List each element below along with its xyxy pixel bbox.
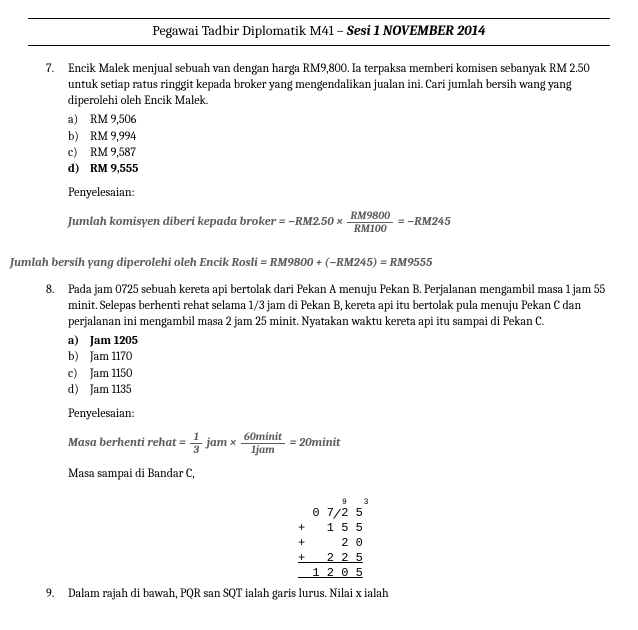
frac-top: 1 xyxy=(190,431,202,444)
question-7: 7. Encik Malek menjual sebuah van dengan… xyxy=(28,60,610,245)
frac-bot: RM100 xyxy=(347,223,393,235)
header-rule: Pegawai Tadbir Diplomatik M41 – Sesi 1 N… xyxy=(28,18,610,46)
q9-body: Dalam rajah di bawah, PQR san SQT ialah … xyxy=(68,585,610,601)
q7-opt-a: a)RM 9,506 xyxy=(68,111,610,127)
frac-top: 60minit xyxy=(241,431,285,444)
opt-text: RM 9,555 xyxy=(90,160,138,176)
q8-text: Pada jam 0725 sebuah kereta api bertolak… xyxy=(68,281,610,330)
q7-number: 7. xyxy=(46,60,68,245)
opt-label: b) xyxy=(68,348,90,364)
opt-text: Jam 1135 xyxy=(90,381,132,397)
opt-text: Jam 1170 xyxy=(90,348,132,364)
frac-bot: 3 xyxy=(190,444,202,456)
f-rhs: = 20minit xyxy=(290,435,341,449)
document-page: Pegawai Tadbir Diplomatik M41 – Sesi 1 N… xyxy=(0,0,638,630)
question-8: 8. Pada jam 0725 sebuah kereta api berto… xyxy=(28,281,610,582)
q8-options: a)Jam 1205 b)Jam 1170 c)Jam 1150 d)Jam 1… xyxy=(68,332,610,397)
q7-opt-d: d)RM 9,555 xyxy=(68,160,610,176)
q7-formula-1: Jumlah komisyen diberi kepada broker = −… xyxy=(68,210,610,234)
f-frac1: 1 3 xyxy=(188,431,204,455)
question-9: 9. Dalam rajah di bawah, PQR san SQT ial… xyxy=(28,585,610,601)
add-line4: + 2 2 5 xyxy=(298,551,363,565)
opt-text: Jam 1205 xyxy=(90,332,138,348)
f-lhs: Masa berhenti rehat = xyxy=(68,435,186,449)
opt-label: c) xyxy=(68,365,90,381)
title-plain: Pegawai Tadbir Diplomatik M41 – xyxy=(152,22,347,39)
q8-body: Pada jam 0725 sebuah kereta api bertolak… xyxy=(68,281,610,582)
q9-text: Dalam rajah di bawah, PQR san SQT ialah … xyxy=(68,585,610,601)
opt-label: b) xyxy=(68,128,90,144)
f-frac2: 60minit 1jam xyxy=(239,431,287,455)
opt-text: RM 9,506 xyxy=(90,111,136,127)
slash-icon: 2 xyxy=(334,506,348,521)
title-session: Sesi 1 NOVEMBER 2014 xyxy=(347,22,486,39)
add-line2: + 1 5 5 xyxy=(298,521,363,535)
q7-opt-b: b)RM 9,994 xyxy=(68,128,610,144)
q7-solution-label: Penyelesaian: xyxy=(68,184,610,200)
q8-opt-c: c)Jam 1150 xyxy=(68,365,610,381)
q8-formula: Masa berhenti rehat = 1 3 jam × 60minit … xyxy=(68,431,610,455)
q7-text: Encik Malek menjual sebuah van dengan ha… xyxy=(68,60,610,109)
q8-opt-d: d)Jam 1135 xyxy=(68,381,610,397)
opt-label: a) xyxy=(68,332,90,348)
opt-label: a) xyxy=(68,111,90,127)
q7-formula-2: Jumlah bersih yang diperolehi oleh Encik… xyxy=(10,254,610,270)
add-line1: 0 7 2 5 xyxy=(298,506,363,520)
frac-bot: 1jam xyxy=(241,444,285,456)
opt-label: c) xyxy=(68,144,90,160)
f1-rhs: = −RM245 xyxy=(398,214,451,228)
f1-fraction: RM9800 RM100 xyxy=(345,210,395,234)
opt-text: RM 9,994 xyxy=(90,128,136,144)
carry-digits: 9 3 xyxy=(342,498,610,506)
q8-opt-a: a)Jam 1205 xyxy=(68,332,610,348)
q8-number: 8. xyxy=(46,281,68,582)
q8-opt-b: b)Jam 1170 xyxy=(68,348,610,364)
add-sum: 1 2 0 5 xyxy=(298,566,363,580)
q7-body: Encik Malek menjual sebuah van dengan ha… xyxy=(68,60,610,245)
f-mid: jam × xyxy=(207,435,237,449)
opt-text: Jam 1150 xyxy=(90,365,132,381)
q9-number: 9. xyxy=(46,585,68,601)
opt-text: RM 9,587 xyxy=(90,144,136,160)
add-line3: + 2 0 xyxy=(298,536,363,550)
opt-label: d) xyxy=(68,381,90,397)
q7-opt-c: c)RM 9,587 xyxy=(68,144,610,160)
page-title: Pegawai Tadbir Diplomatik M41 – Sesi 1 N… xyxy=(152,22,485,39)
q8-addition-work: 9 3 0 7 2 5 + 1 5 5 + 2 0 + 2 2 5 1 2 0 … xyxy=(298,483,610,581)
q8-solution-label: Penyelesaian: xyxy=(68,405,610,421)
q8-masa-sampai: Masa sampai di Bandar C, xyxy=(68,465,610,481)
f1-lhs: Jumlah komisyen diberi kepada broker = −… xyxy=(68,214,343,228)
q7-options: a)RM 9,506 b)RM 9,994 c)RM 9,587 d)RM 9,… xyxy=(68,111,610,176)
opt-label: d) xyxy=(68,160,90,176)
